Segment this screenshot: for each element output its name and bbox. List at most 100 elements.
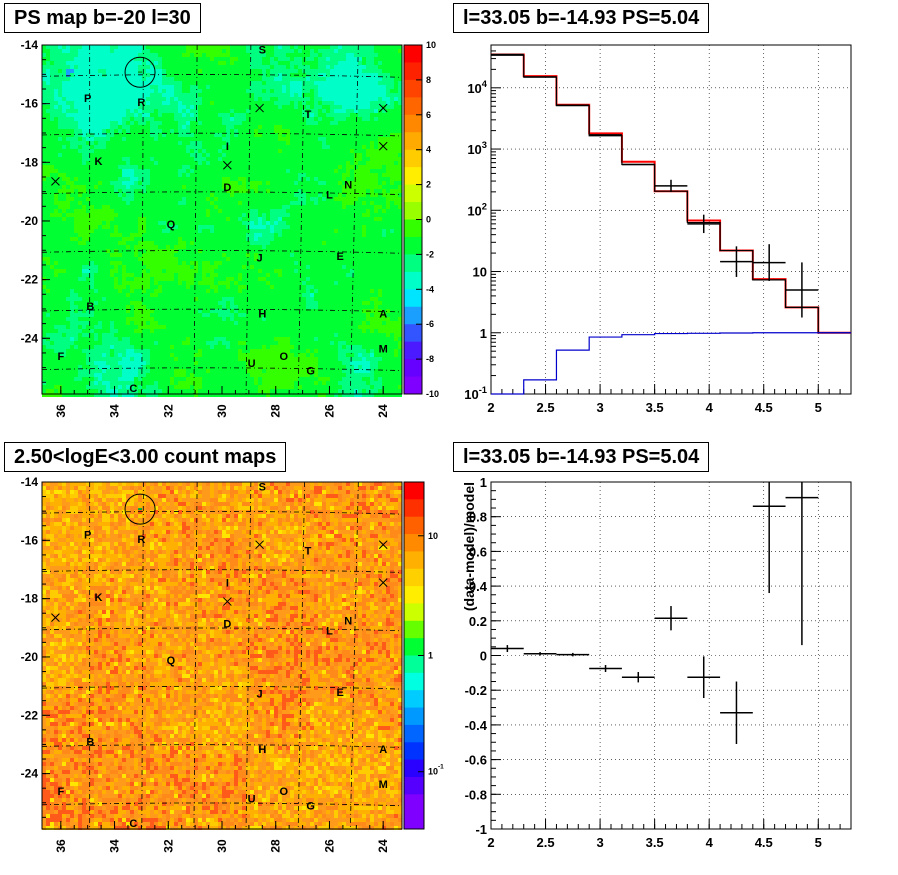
count-map-source-label-c: C <box>129 818 137 830</box>
ps-map-xtick-label: 26 <box>322 404 336 418</box>
ps-map-cbar-label: 0 <box>426 215 431 225</box>
spectrum-ytick-label: 104 <box>467 79 487 96</box>
count-map-xtick-label: 30 <box>215 839 229 853</box>
ps-map-source-label-q: Q <box>167 219 176 231</box>
residual-ytick-label: 0.4 <box>469 579 488 594</box>
spectrum-model-line <box>491 53 851 334</box>
count-map-source-label-b: B <box>86 737 94 749</box>
ps-map-source-label-r: R <box>137 97 145 109</box>
ps-map-cbar-label: -2 <box>426 249 434 259</box>
ps-map-source-cross <box>223 160 232 170</box>
residual-grid <box>491 482 851 829</box>
spectrum-data-line <box>491 54 851 334</box>
count-map-colorbar-frame <box>403 481 425 830</box>
count-map-source-label-o: O <box>280 786 289 798</box>
ps-map-source-label-f: F <box>57 351 64 363</box>
ps-map-ytick-label: -14 <box>21 38 39 52</box>
count-map-source-label-g: G <box>306 801 315 813</box>
count-map-source-label-i: I <box>226 578 229 590</box>
residual-ylabel: (data-model)/model <box>461 482 477 611</box>
count-map-source-label-l: L <box>326 626 333 638</box>
residual-ytick-label: -0.8 <box>465 787 487 802</box>
residual-ytick-label: -0.4 <box>465 718 488 733</box>
ps-map-xtick-label: 32 <box>161 404 175 418</box>
count-map-source-cross <box>255 540 264 550</box>
residual-ytick-label: 0 <box>480 649 487 664</box>
spectrum-frame <box>490 44 852 395</box>
spectrum-title: l=33.05 b=-14.93 PS=5.04 <box>453 3 710 33</box>
ps-map-ytick-label: -20 <box>21 214 39 228</box>
residual-xtick-label: 2 <box>487 835 494 850</box>
ps-map-source-label-h: H <box>258 308 266 320</box>
count-map-title: 2.50<logE<3.00 count maps <box>4 442 287 472</box>
ps-map-xtick-label: 30 <box>215 404 229 418</box>
ps-map-source-cross <box>378 141 388 151</box>
ps-map-source-cross <box>51 177 60 186</box>
ps-map-source-label-n: N <box>344 179 352 191</box>
count-map-heatmap <box>42 482 402 830</box>
count-map-source-label-u: U <box>248 793 256 805</box>
ps-map-source-label-i: I <box>226 141 229 153</box>
count-map-cbar-label: 10 <box>428 531 438 541</box>
spectrum-xtick-label: 5 <box>815 400 822 415</box>
ps-map-ytick-label: -16 <box>21 97 39 111</box>
ps-map-xtick-label: 28 <box>269 404 283 418</box>
count-map-grid <box>41 481 403 830</box>
count-map-ytick-label: -18 <box>21 592 39 606</box>
ps-map-target-circle <box>124 56 156 88</box>
count-map-source-label-m: M <box>379 779 388 791</box>
ps-map-colorbar-frame <box>403 44 423 395</box>
count-map-cbar-label: 1 <box>428 651 433 661</box>
ps-map-source-label-l: L <box>326 190 333 202</box>
count-map-source-label-t: T <box>305 546 312 558</box>
count-map-ytick-label: -24 <box>21 767 39 781</box>
spectrum-xtick-label: 3 <box>596 400 603 415</box>
count-map-source-cross <box>223 597 232 606</box>
residual-ytick-label: 1 <box>480 475 487 490</box>
ps-map-xtick-label: 34 <box>108 404 122 418</box>
ps-map-ytick-label: -18 <box>21 155 39 169</box>
residual-xtick-label: 3 <box>596 835 603 850</box>
residual-xtick-label: 2.5 <box>537 835 555 850</box>
count-map-ytick-label: -22 <box>21 708 39 722</box>
count-map-xtick-label: 24 <box>376 839 390 853</box>
ps-map-source-label-k: K <box>94 156 102 168</box>
ps-map-cbar-label: -4 <box>426 284 434 294</box>
ps-map-cbar-label: -8 <box>426 354 434 364</box>
ps-map-xtick-label: 24 <box>376 404 390 418</box>
spectrum-xtick-label: 3.5 <box>646 400 664 415</box>
ps-map-source-cross <box>255 103 264 113</box>
ps-map-ytick-label: -24 <box>21 331 39 345</box>
spectrum-ytick-label: 103 <box>467 140 487 157</box>
spectrum-ytick-label: 1 <box>480 326 487 341</box>
count-map-xtick-label: 26 <box>322 839 336 853</box>
count-map-xtick-label: 34 <box>108 839 122 853</box>
residual-xtick-label: 4 <box>706 835 714 850</box>
count-map-source-label-h: H <box>258 744 266 756</box>
ps-map-heatmap <box>42 45 402 397</box>
residual-xtick-label: 3.5 <box>646 835 664 850</box>
count-map-source-label-e: E <box>337 687 344 699</box>
ps-map-cbar-label: 10 <box>426 40 436 50</box>
residual-title: l=33.05 b=-14.93 PS=5.04 <box>453 442 710 472</box>
ps-map-title: PS map b=-20 l=30 <box>4 3 201 33</box>
count-map-xtick-label: 36 <box>54 839 68 853</box>
spectrum-grid <box>491 45 851 394</box>
spectrum-xtick-label: 2.5 <box>537 400 555 415</box>
spectrum-ps-line <box>491 332 851 395</box>
ps-map-source-label-u: U <box>248 358 256 370</box>
spectrum-xtick-label: 2 <box>487 400 494 415</box>
residual-ytick-label: -0.6 <box>465 753 487 768</box>
residual-ytick-label: 0.2 <box>469 614 487 629</box>
ps-map-source-label-b: B <box>86 301 94 313</box>
count-map-target-circle <box>124 493 156 525</box>
residual-xtick-label: 5 <box>815 835 822 850</box>
ps-map-source-label-p: P <box>84 93 91 105</box>
count-map-colorbar <box>404 482 424 830</box>
count-map-source-label-n: N <box>344 616 352 628</box>
ps-map-colorbar <box>404 45 422 395</box>
count-map-xtick-label: 28 <box>269 839 283 853</box>
count-map-ytick-label: -14 <box>21 475 39 489</box>
ps-map-source-label-t: T <box>305 109 312 121</box>
count-map-cbar-label: 10-1 <box>428 764 444 777</box>
